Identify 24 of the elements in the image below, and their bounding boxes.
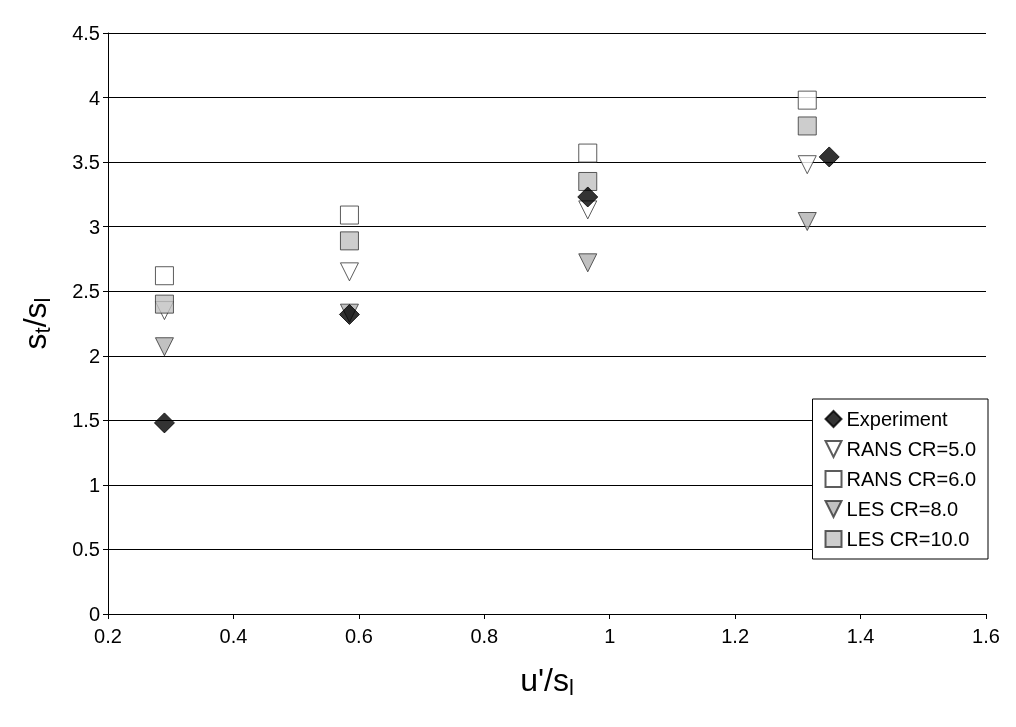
legend-label: RANS CR=6.0 — [846, 468, 977, 490]
legend-label: LES CR=8.0 — [846, 498, 959, 520]
y-tick-label: 3.5 — [72, 151, 100, 174]
y-tick-label: 2 — [88, 344, 100, 367]
x-tick-label: 0.2 — [94, 625, 122, 647]
y-tick-label: 3 — [88, 215, 100, 238]
y-tick-label: 1 — [88, 473, 100, 496]
y-tick-label: 2.5 — [72, 280, 100, 303]
y-axis-title: st/sl — [17, 297, 55, 350]
x-tick-label: 1.4 — [846, 625, 875, 647]
y-tick-label: 1.5 — [72, 409, 100, 432]
legend-label: LES CR=10.0 — [846, 528, 970, 550]
legend-label: Experiment — [846, 408, 949, 430]
y-tick-label: 0 — [88, 603, 100, 625]
x-tick-label: 1 — [604, 625, 616, 647]
y-tick-label: 0.5 — [72, 538, 100, 561]
x-tick-label: 1.6 — [972, 625, 1000, 647]
x-tick-label: 0.4 — [219, 625, 248, 647]
x-tick-label: 0.6 — [344, 625, 373, 647]
y-tick-label: 4 — [88, 86, 100, 109]
y-tick-label: 4.5 — [72, 22, 100, 44]
x-tick-label: 1.2 — [721, 625, 750, 647]
x-tick-label: 0.8 — [470, 625, 499, 647]
legend-label: RANS CR=5.0 — [846, 438, 977, 460]
